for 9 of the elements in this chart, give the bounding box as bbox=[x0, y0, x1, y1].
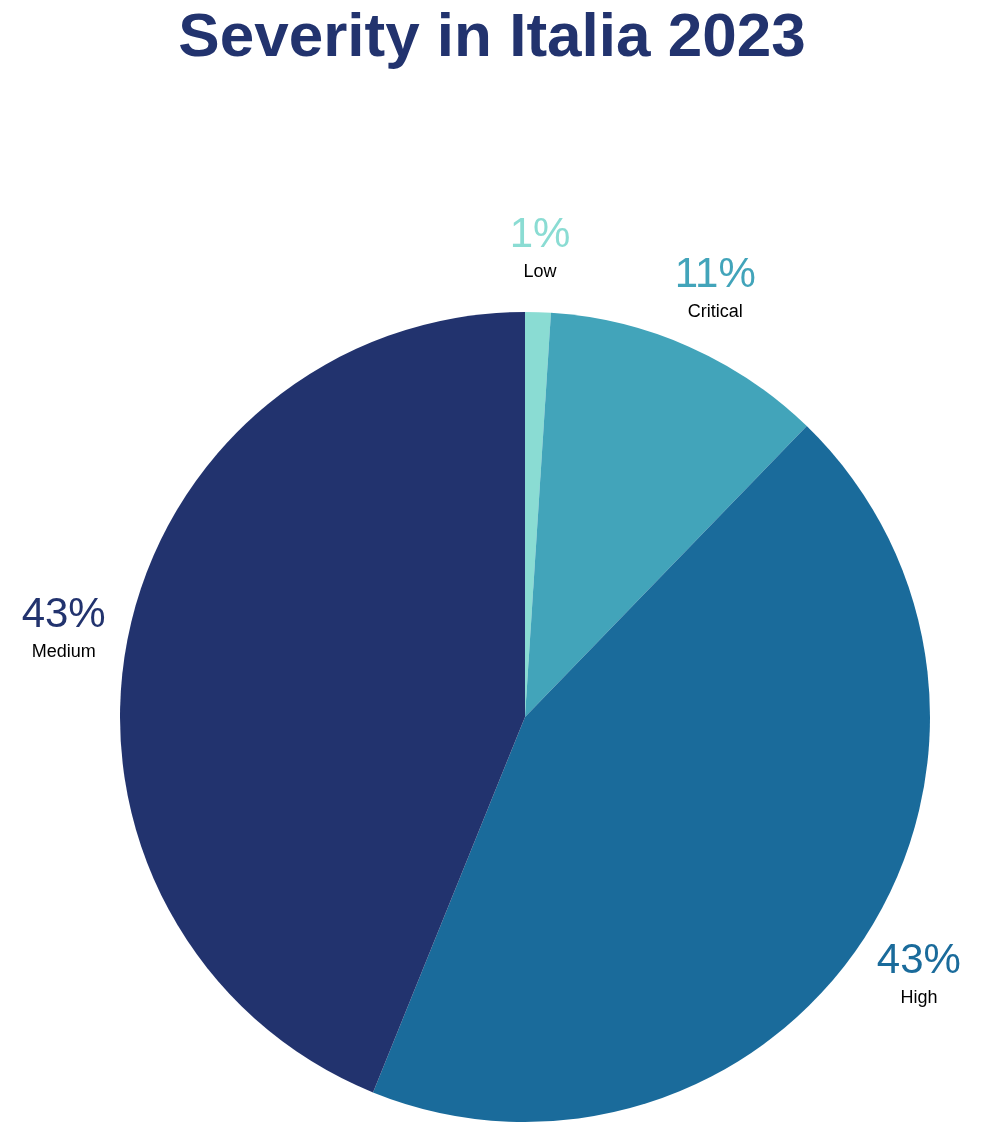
slice-label: Critical bbox=[687, 301, 743, 322]
chart-title: Severity in Italia 2023 bbox=[177, 0, 807, 71]
slice-label: Low bbox=[523, 261, 558, 282]
data-label: 1% bbox=[509, 209, 571, 257]
data-label: 11% bbox=[674, 249, 756, 297]
slice-label: High bbox=[900, 987, 938, 1008]
data-label: 43% bbox=[876, 935, 961, 983]
data-label: 43% bbox=[21, 589, 106, 637]
slice-label: Medium bbox=[31, 641, 96, 662]
